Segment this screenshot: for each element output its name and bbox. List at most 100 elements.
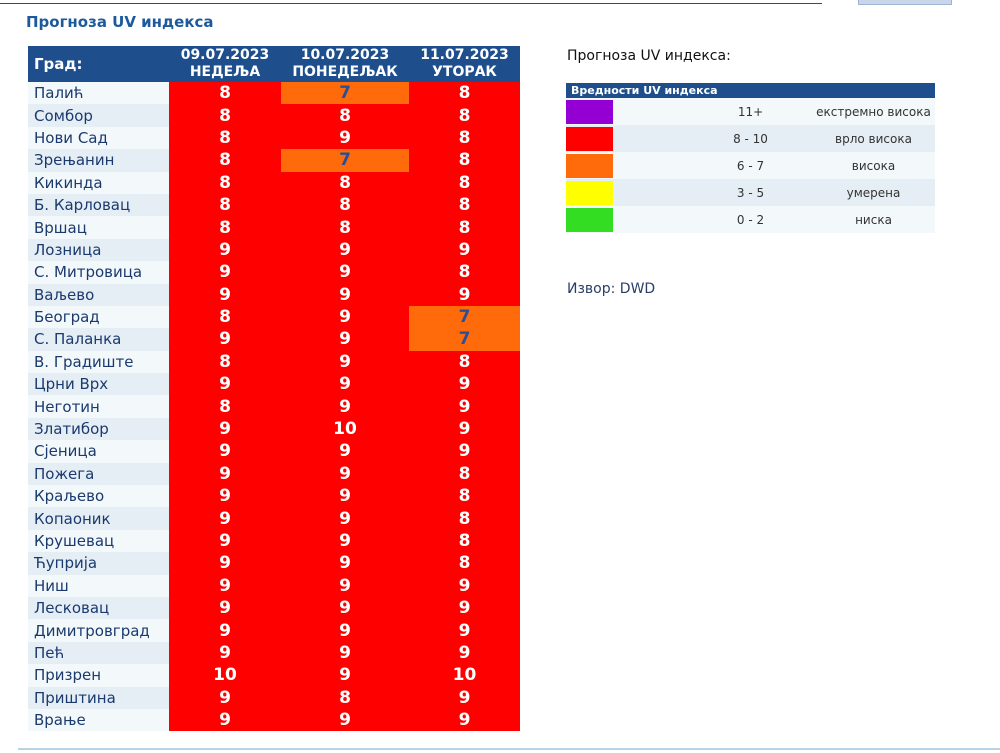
day-column-header: 11.07.2023 УТОРАК — [409, 46, 520, 82]
table-row: Црни Врх 9 9 9 — [28, 373, 520, 396]
table-row: Б. Карловац 8 8 8 — [28, 193, 520, 217]
uv-value-cell: 9 — [409, 395, 520, 418]
legend-range: 8 - 10 — [689, 125, 812, 152]
city-name: Златибор — [28, 417, 169, 441]
legend-row: 6 - 7 висока — [566, 152, 935, 179]
uv-value-cell: 8 — [409, 485, 520, 508]
city-name: Ћуприја — [28, 552, 169, 575]
bottom-border-line — [18, 748, 1000, 750]
table-row: Ћуприја 9 9 8 — [28, 552, 520, 575]
uv-value-cell: 8 — [169, 305, 281, 329]
uv-value-cell: 9 — [409, 283, 520, 306]
table-row: Кикинда 8 8 8 — [28, 171, 520, 194]
uv-value-cell: 9 — [281, 619, 409, 642]
table-row: Приштина 9 8 9 — [28, 686, 520, 709]
uv-value-cell: 8 — [409, 529, 520, 553]
uv-value-cell: 8 — [169, 216, 281, 239]
table-row: Врање 9 9 9 — [28, 708, 520, 732]
source-label: Извор: DWD — [567, 281, 656, 297]
day-column-header: 09.07.2023 НЕДЕЉА — [169, 46, 281, 82]
uv-value-cell: 9 — [169, 328, 281, 351]
legend-range: 6 - 7 — [689, 152, 812, 179]
legend-range: 0 - 2 — [689, 206, 812, 233]
city-name: С. Паланка — [28, 328, 169, 351]
top-border-line — [0, 3, 822, 4]
city-name: Зрењанин — [28, 149, 169, 172]
uv-value-cell: 8 — [409, 82, 520, 105]
legend-row: 0 - 2 ниска — [566, 206, 935, 233]
table-row: Сомбор 8 8 8 — [28, 104, 520, 127]
uv-value-cell: 8 — [169, 149, 281, 172]
uv-value-cell: 9 — [169, 708, 281, 732]
table-row: Лесковац 9 9 9 — [28, 596, 520, 620]
top-right-tab[interactable] — [858, 0, 952, 5]
legend-range: 11+ — [689, 98, 812, 125]
table-row: Пећ 9 9 9 — [28, 641, 520, 665]
day-weekday: ПОНЕДЕЉАК — [292, 64, 398, 80]
uv-value-cell: 9 — [409, 596, 520, 620]
uv-value-cell: 9 — [409, 373, 520, 396]
uv-value-cell: 7 — [281, 82, 409, 105]
uv-value-cell: 9 — [281, 641, 409, 665]
uv-value-cell: 7 — [409, 328, 520, 351]
uv-value-cell: 8 — [409, 104, 520, 127]
uv-value-cell: 8 — [409, 507, 520, 530]
city-name: Неготин — [28, 395, 169, 418]
uv-value-cell: 8 — [409, 552, 520, 575]
table-row: Пожега 9 9 8 — [28, 462, 520, 486]
day-date: 10.07.2023 — [300, 47, 390, 63]
city-name: Приштина — [28, 686, 169, 709]
uv-value-cell: 8 — [409, 462, 520, 486]
legend-description: екстремно висока — [812, 98, 935, 125]
uv-value-cell: 9 — [281, 574, 409, 597]
uv-legend-table: Вредности UV индекса 11+ екстремно висока… — [566, 83, 935, 233]
uv-value-cell: 9 — [281, 552, 409, 575]
uv-value-cell: 8 — [281, 686, 409, 709]
table-row: Лозница 9 9 9 — [28, 238, 520, 262]
uv-value-cell: 9 — [281, 529, 409, 553]
uv-value-cell: 9 — [169, 641, 281, 665]
legend-swatch-cell — [566, 152, 689, 179]
uv-value-cell: 8 — [409, 350, 520, 374]
table-row: Призрен 10 9 10 — [28, 664, 520, 687]
legend-color-swatch — [566, 126, 613, 151]
uv-value-cell: 8 — [281, 216, 409, 239]
uv-value-cell: 9 — [409, 238, 520, 262]
legend-description: врло висока — [812, 125, 935, 152]
uv-value-cell: 8 — [169, 82, 281, 105]
uv-value-cell: 8 — [409, 171, 520, 194]
table-row: Димитровград 9 9 9 — [28, 619, 520, 642]
uv-value-cell: 8 — [409, 126, 520, 150]
uv-value-cell: 9 — [409, 440, 520, 463]
city-name: Призрен — [28, 664, 169, 687]
day-weekday: НЕДЕЉА — [189, 64, 261, 80]
city-name: В. Градиште — [28, 350, 169, 374]
uv-value-cell: 8 — [409, 149, 520, 172]
table-row: Вршац 8 8 8 — [28, 216, 520, 239]
uv-value-cell: 7 — [409, 305, 520, 329]
uv-value-cell: 9 — [281, 238, 409, 262]
table-row: Златибор 9 10 9 — [28, 417, 520, 441]
city-name: Пожега — [28, 462, 169, 486]
uv-value-cell: 9 — [169, 283, 281, 306]
uv-value-cell: 9 — [169, 440, 281, 463]
uv-value-cell: 9 — [169, 596, 281, 620]
legend-body: 11+ екстремно висока 8 - 10 врло висока 6 - … — [566, 98, 935, 233]
city-name: Лесковац — [28, 596, 169, 620]
uv-value-cell: 10 — [281, 417, 409, 441]
uv-value-cell: 8 — [281, 193, 409, 217]
uv-value-cell: 9 — [281, 462, 409, 486]
legend-color-swatch — [566, 207, 613, 232]
city-name: Копаоник — [28, 507, 169, 530]
legend-swatch-cell — [566, 179, 689, 206]
table-row: Београд 8 9 7 — [28, 305, 520, 329]
uv-value-cell: 9 — [409, 417, 520, 441]
city-name: Нови Сад — [28, 126, 169, 150]
uv-value-cell: 9 — [169, 529, 281, 553]
uv-value-cell: 9 — [281, 708, 409, 732]
uv-forecast-table: Град: 09.07.2023 НЕДЕЉА 10.07.2023 ПОНЕД… — [28, 46, 520, 732]
uv-value-cell: 8 — [169, 171, 281, 194]
uv-value-cell: 9 — [169, 417, 281, 441]
uv-value-cell: 9 — [169, 574, 281, 597]
legend-row: 3 - 5 умерена — [566, 179, 935, 206]
